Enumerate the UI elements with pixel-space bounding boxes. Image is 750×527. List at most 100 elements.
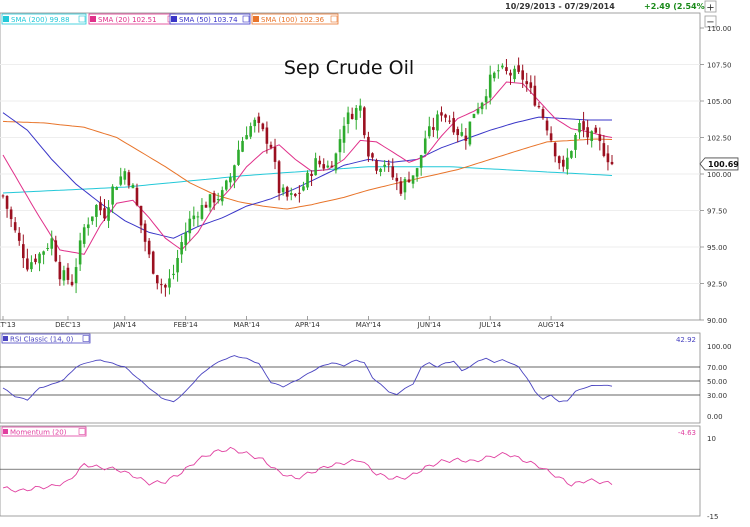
candle: [249, 122, 252, 140]
momentum-line: [2, 446, 613, 493]
momentum-legend[interactable]: Momentum (20): [1, 426, 87, 437]
legend-sma100-close-icon[interactable]: [330, 15, 338, 23]
candle: [123, 168, 127, 185]
candle: [184, 222, 187, 251]
zoom-in-icon: +: [706, 3, 714, 14]
candle: [38, 252, 41, 272]
candle: [306, 170, 309, 190]
sma100-line: [2, 120, 613, 210]
candle: [103, 199, 106, 222]
candle: [99, 196, 102, 216]
candle: [66, 263, 70, 285]
candle: [253, 117, 257, 133]
candle: [367, 131, 370, 162]
price-tick-label: 102.50: [707, 135, 732, 143]
candle: [602, 134, 606, 158]
rsi-tick-label: 30.00: [707, 392, 727, 400]
candle: [334, 152, 338, 174]
date-tick-label: JAN'14: [112, 321, 136, 329]
candle: [115, 186, 118, 191]
candle: [277, 159, 281, 201]
candle: [537, 102, 541, 109]
rsi-tick-label: 70.00: [707, 364, 727, 372]
candle: [42, 250, 45, 265]
candle: [606, 145, 610, 171]
candle: [285, 185, 289, 201]
candle: [440, 106, 443, 122]
candle: [58, 254, 62, 286]
candle: [298, 185, 301, 203]
date-tick-label: AUG'14: [538, 321, 565, 329]
legend-sma200[interactable]: SMA (200) 99.88: [1, 13, 87, 25]
candle: [391, 158, 395, 180]
candle: [26, 248, 29, 272]
legend-sma20-icon: [90, 16, 96, 22]
candle: [330, 160, 334, 168]
candle: [310, 170, 313, 186]
candle: [525, 72, 529, 92]
candle: [488, 65, 492, 105]
rsi-panel: 100.00 70.00 50.00 30.00 0.00 RSI Classic (1…: [0, 332, 732, 424]
candle: [529, 75, 533, 94]
candle: [399, 176, 403, 197]
candle: [119, 167, 123, 187]
momentum-axis: 10 -15: [707, 435, 718, 521]
candle: [342, 117, 346, 153]
candle: [472, 113, 476, 119]
momentum-close-icon[interactable]: [78, 428, 86, 435]
candle: [533, 75, 537, 107]
date-tick-label: OCT'13: [0, 321, 16, 329]
candle: [415, 167, 419, 182]
candle: [208, 193, 212, 212]
candle: [476, 102, 480, 115]
candle: [74, 258, 78, 294]
date-tick-label: JUN'14: [417, 321, 442, 329]
date-tick-label: DEC'13: [55, 321, 81, 329]
rsi-tick-label: 0.00: [707, 413, 723, 421]
last-price-marker: 100.69: [699, 157, 739, 171]
candle: [326, 160, 330, 169]
legend: SMA (200) 99.88 SMA (20) 102.51 SMA (50)…: [1, 13, 339, 25]
candle: [432, 117, 435, 137]
rsi-line: [2, 355, 613, 403]
rsi-close-icon[interactable]: [82, 335, 90, 342]
legend-sma50-close-icon[interactable]: [242, 15, 250, 23]
candle: [484, 89, 488, 110]
candle: [273, 138, 277, 170]
candle: [257, 112, 261, 133]
candle: [1, 194, 5, 199]
candle: [200, 198, 204, 221]
price-tick-label: 95.00: [707, 244, 727, 252]
candle: [245, 126, 248, 140]
rsi-legend[interactable]: RSI Classic (14, 0): [1, 333, 91, 344]
candle: [180, 235, 183, 263]
legend-sma50[interactable]: SMA (50) 103.74: [169, 13, 251, 25]
candle: [354, 104, 358, 130]
candle: [139, 205, 143, 234]
candle: [464, 128, 468, 150]
price-tick-label: 105.00: [707, 98, 732, 106]
candle: [322, 158, 326, 171]
candle: [160, 278, 163, 294]
candle: [188, 211, 192, 242]
candle: [513, 65, 516, 83]
candle: [46, 243, 49, 251]
date-tick-label: MAR'14: [233, 321, 260, 329]
candles: [1, 57, 614, 297]
candle: [582, 111, 585, 138]
candle: [281, 184, 285, 196]
candle: [241, 136, 244, 153]
legend-sma200-close-icon[interactable]: [78, 15, 86, 23]
zoom-out-button[interactable]: −: [704, 15, 717, 28]
zoom-in-button[interactable]: +: [704, 0, 717, 14]
candle: [220, 186, 224, 206]
legend-sma100[interactable]: SMA (100) 102.36: [251, 13, 339, 25]
candle: [492, 71, 496, 82]
price-tick-label: 97.50: [707, 208, 727, 216]
legend-sma20[interactable]: SMA (20) 102.51: [88, 13, 176, 25]
candle: [168, 269, 171, 295]
candle: [131, 183, 135, 189]
price-tick-label: 90.00: [707, 317, 727, 325]
candle: [5, 195, 9, 218]
